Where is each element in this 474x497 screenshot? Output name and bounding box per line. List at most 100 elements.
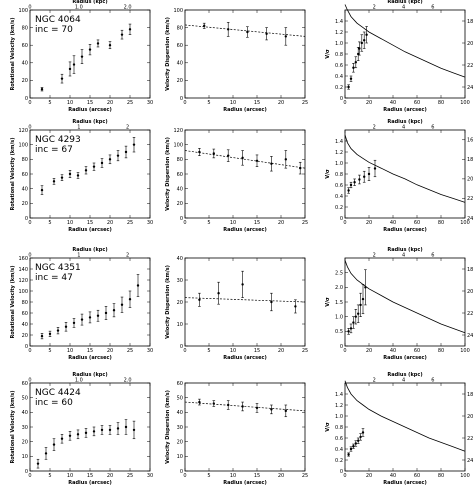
data-point: [284, 158, 287, 161]
x-tick-label: 10: [230, 100, 236, 106]
right-tick-label: 20: [467, 41, 473, 47]
data-point: [363, 39, 366, 42]
top-tick-label: 2.0: [124, 5, 132, 11]
panel: 0 20 40 60 80 100 0 0.2 0.4 0.6 0.8 1.0 1.2 1.4 Radius…: [325, 119, 473, 233]
x-tick-label: 0: [183, 100, 186, 106]
y-tick-label: 0.4: [335, 447, 343, 453]
x-tick-label: 20: [366, 473, 372, 479]
x-tick-label: 5: [48, 220, 51, 226]
data-point: [100, 428, 104, 432]
data-point: [92, 165, 96, 168]
y-axis-label: Velocity Dispersion (km/s): [165, 137, 171, 211]
x-axis-label: Radius (arcsec): [383, 107, 427, 113]
top-tick-label: 1.0: [75, 5, 83, 11]
data-point: [80, 55, 84, 58]
x-tick-label: 20: [107, 473, 113, 479]
y-tick-label: 1.5: [335, 300, 343, 306]
x-tick-label: 5: [207, 473, 210, 479]
data-point: [108, 428, 112, 432]
data-point: [227, 28, 230, 31]
y-tick-label: 0: [25, 216, 28, 222]
data-point: [357, 439, 360, 442]
y-tick-label: 10: [177, 454, 183, 460]
y-tick-label: 120: [18, 128, 28, 134]
top-tick-label: 0: [28, 253, 31, 259]
data-point: [212, 402, 215, 405]
data-point: [246, 30, 249, 34]
galaxy-inclination: inc = 60: [35, 398, 73, 408]
x-tick-label: 40: [390, 348, 396, 354]
x-tick-label: 10: [230, 220, 236, 226]
data-point: [68, 172, 72, 176]
x-tick-label: 20: [107, 348, 113, 354]
panel: 0 5 10 15 20 25 30 0 20 40 60 80 100 Radius (arcsec) R…: [10, 0, 153, 113]
y-tick-label: 1.2: [335, 30, 343, 36]
y-tick-label: 0.6: [335, 183, 343, 189]
data-point: [357, 312, 360, 315]
data-point: [352, 321, 355, 324]
data-point: [60, 437, 64, 440]
y-tick-label: 1.0: [335, 161, 343, 167]
right-tick-label: 24: [467, 216, 473, 222]
y-tick-label: 140: [18, 267, 28, 273]
x-tick-label: 80: [438, 348, 444, 354]
data-point: [227, 403, 230, 407]
top-axis-label: Radius (kpc): [387, 119, 422, 125]
y-tick-label: 20: [22, 201, 28, 207]
y-tick-label: 80: [177, 25, 183, 31]
panel: 0 5 10 15 20 25 0 10 20 30 40 50 60 Radius (arcsec) Ve…: [165, 381, 308, 486]
y-tick-label: 60: [177, 381, 183, 387]
top-tick-label: 1.0: [75, 378, 83, 384]
x-tick-label: 0: [28, 220, 31, 226]
x-tick-label: 30: [147, 100, 153, 106]
y-tick-label: 0.8: [335, 172, 343, 178]
data-point: [112, 309, 116, 312]
top-tick-label: 2: [373, 5, 376, 11]
x-tick-label: 0: [343, 348, 346, 354]
galaxy-name: NGC 4424: [35, 388, 81, 398]
data-point: [120, 33, 124, 36]
right-tick-label: 20: [467, 414, 473, 420]
x-tick-label: 15: [254, 220, 260, 226]
y-tick-label: 0.4: [335, 194, 343, 200]
y-tick-label: 60: [22, 381, 28, 387]
y-tick-label: 0.6: [335, 436, 343, 442]
y-tick-label: 60: [22, 172, 28, 178]
plot-frame: [344, 129, 466, 219]
galaxy-inclination: inc = 47: [35, 273, 73, 283]
y-tick-label: 20: [177, 300, 183, 306]
right-tick-label: 18: [467, 392, 473, 398]
data-point: [358, 178, 361, 181]
data-point: [359, 303, 362, 307]
y-tick-label: 20: [177, 201, 183, 207]
x-axis-label: Radius (arcsec): [68, 480, 112, 486]
right-tick-label: 18: [467, 267, 473, 273]
y-tick-label: 50: [22, 395, 28, 401]
x-axis-label: Radius (arcsec): [383, 480, 427, 486]
surface-brightness-profile: [344, 134, 466, 203]
x-axis-label: Radius (arcsec): [223, 227, 267, 233]
data-point: [352, 66, 355, 69]
data-point: [84, 431, 88, 435]
y-tick-label: 40: [177, 61, 183, 67]
y-tick-label: 80: [22, 300, 28, 306]
galaxy-inclination: inc = 67: [35, 145, 73, 155]
data-point: [354, 315, 357, 318]
data-point: [116, 427, 120, 430]
top-tick-label: 4: [402, 378, 405, 384]
x-tick-label: 25: [127, 220, 133, 226]
data-point: [361, 431, 365, 434]
data-point: [198, 298, 201, 301]
y-tick-label: 1.0: [335, 41, 343, 47]
y-axis-label: Velocity Dispersion (km/s): [165, 265, 171, 339]
x-tick-label: 10: [67, 473, 73, 479]
y-axis-label: V/σ: [325, 49, 331, 59]
data-point: [363, 175, 366, 178]
x-axis-label: Radius (arcsec): [383, 355, 427, 361]
y-axis-label: Rotational Velocity (km/s): [10, 137, 16, 210]
right-tick-label: 16: [467, 138, 473, 144]
y-tick-label: 20: [22, 333, 28, 339]
data-point: [104, 311, 108, 315]
y-tick-label: 1.4: [335, 392, 343, 398]
data-point: [367, 172, 371, 176]
